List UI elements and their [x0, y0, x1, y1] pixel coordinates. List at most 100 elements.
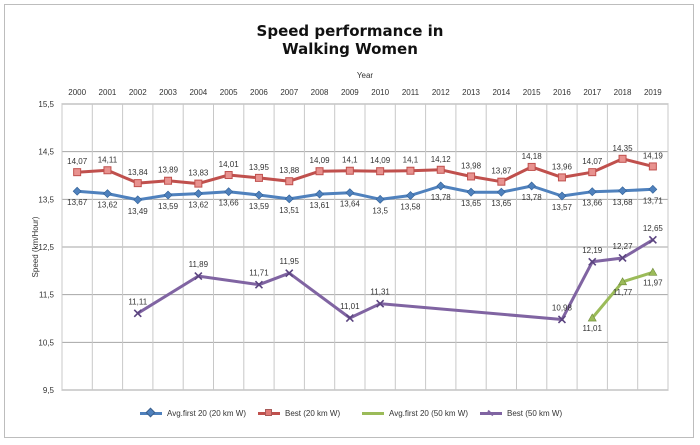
series-1-data-label: 13,88	[279, 166, 300, 175]
y-tick-label: 10,5	[38, 338, 54, 347]
series-1-point	[618, 154, 627, 163]
series-0-data-label: 13,49	[128, 207, 149, 216]
legend-item-avg-50km: Avg.first 20 (50 km W)	[362, 406, 468, 420]
x-tick-label: 2004	[189, 88, 207, 97]
series-0-data-label: 13,62	[188, 201, 209, 210]
series-1-data-label: 14,09	[370, 156, 391, 165]
series-1-point	[285, 177, 294, 186]
series-1-data-label: 14,1	[342, 156, 358, 165]
series-0-data-label: 13,62	[97, 201, 118, 210]
series-3-data-label: 11,11	[128, 297, 147, 306]
series-0-point	[254, 190, 264, 200]
series-0-data-label: 13,51	[279, 206, 300, 215]
series-0-data-label: 13,5	[372, 206, 388, 215]
series-0-point	[587, 187, 597, 197]
series-3-point	[285, 269, 294, 278]
series-1-data-label: 14,07	[67, 157, 88, 166]
series-1-data-label: 14,11	[98, 155, 118, 164]
series-1-point	[73, 168, 82, 177]
series-0-data-label: 13,71	[643, 196, 664, 205]
series-1-point	[194, 179, 203, 188]
legend-label-best-50km: Best (50 km W)	[507, 408, 563, 418]
x-tick-label: 2000	[68, 88, 86, 97]
series-0-point	[496, 187, 506, 197]
series-0-point	[527, 181, 537, 191]
series-3-data-label: 12,27	[613, 242, 634, 251]
legend-swatch-avg-50km	[362, 411, 384, 415]
series-3-point	[557, 315, 567, 324]
series-0-point	[103, 189, 112, 199]
series-0-data-label: 13,58	[400, 203, 421, 212]
series-1-point	[315, 167, 324, 176]
series-1-data-label: 14,35	[613, 144, 634, 153]
series-0-point	[224, 187, 234, 197]
x-tick-label: 2008	[311, 88, 329, 97]
series-1-point	[527, 162, 536, 171]
x-tick-label: 2015	[523, 88, 541, 97]
series-0-data-label: 13,66	[219, 199, 240, 208]
series-0-data-label: 13,57	[552, 203, 573, 212]
series-0-data-label: 13,66	[582, 199, 603, 208]
series-1-point	[648, 162, 657, 171]
series-1-data-label: 14,09	[310, 156, 331, 165]
x-tick-label: 2011	[402, 88, 420, 97]
x-tick-label: 2007	[280, 88, 298, 97]
series-3-data-label: 10,98	[552, 303, 573, 312]
series-0-point	[193, 189, 203, 199]
series-1-point	[557, 173, 566, 182]
y-tick-label: 15,5	[38, 100, 54, 109]
series-1-data-label: 14,01	[219, 160, 240, 169]
series-1-data-label: 13,87	[491, 167, 512, 176]
series-3-data-label: 11,95	[280, 257, 300, 266]
chart-frame	[4, 4, 694, 438]
series-1-data-label: 14,18	[522, 152, 543, 161]
series-2-point	[587, 313, 597, 322]
series-3-point	[254, 280, 264, 289]
legend-label-avg-20km: Avg.first 20 (20 km W)	[167, 408, 246, 418]
y-tick-label: 13,5	[38, 195, 54, 204]
legend-label-avg-50km: Avg.first 20 (50 km W)	[389, 408, 468, 418]
x-tick-label: 2006	[250, 88, 268, 97]
series-1-data-label: 14,1	[403, 156, 419, 165]
series-0-point	[375, 194, 385, 204]
series-1-data-label: 13,83	[188, 169, 209, 178]
legend: Avg.first 20 (20 km W) Best (20 km W) Av…	[140, 406, 580, 420]
series-0-data-label: 13,59	[158, 202, 179, 211]
series-1-point	[133, 179, 142, 188]
series-3-data-label: 12,19	[582, 246, 603, 255]
series-0-point	[557, 191, 567, 201]
series-2-point	[648, 267, 658, 276]
series-0-data-label: 13,68	[613, 198, 634, 207]
series-1-point	[436, 165, 445, 174]
series-3-point	[376, 299, 385, 308]
series-1-data-label: 14,19	[643, 151, 664, 160]
series-1-point	[345, 166, 354, 175]
series-3-data-label: 11,89	[189, 260, 209, 269]
series-0-data-label: 13,61	[310, 201, 331, 210]
legend-label-best-20km: Best (20 km W)	[285, 408, 341, 418]
series-line-0	[77, 184, 653, 202]
series-0-point	[163, 190, 173, 200]
series-0-point	[72, 186, 82, 196]
series-1-point	[588, 168, 597, 177]
series-0-data-label: 13,64	[340, 200, 361, 209]
series-1-data-label: 14,12	[431, 155, 452, 164]
series-0-point	[466, 187, 476, 197]
x-tick-label: 2018	[614, 88, 632, 97]
series-1-point	[376, 167, 385, 176]
y-tick-label: 9,5	[43, 386, 55, 395]
series-1-data-label: 13,96	[552, 162, 573, 171]
series-1-data-label: 14,07	[582, 157, 603, 166]
x-tick-label: 2010	[371, 88, 389, 97]
series-2-point	[618, 277, 628, 286]
legend-item-best-20km: Best (20 km W)	[258, 406, 340, 420]
series-0-data-label: 13,59	[249, 202, 270, 211]
series-0-data-label: 13,65	[461, 199, 482, 208]
x-tick-label: 2009	[341, 88, 359, 97]
legend-swatch-avg-20km	[140, 407, 162, 417]
series-2-data-label: 11,97	[643, 278, 663, 287]
x-tick-label: 2017	[583, 88, 601, 97]
series-1-point	[164, 176, 173, 185]
x-tick-label: 2002	[129, 88, 147, 97]
series-1-data-label: 13,84	[128, 168, 149, 177]
